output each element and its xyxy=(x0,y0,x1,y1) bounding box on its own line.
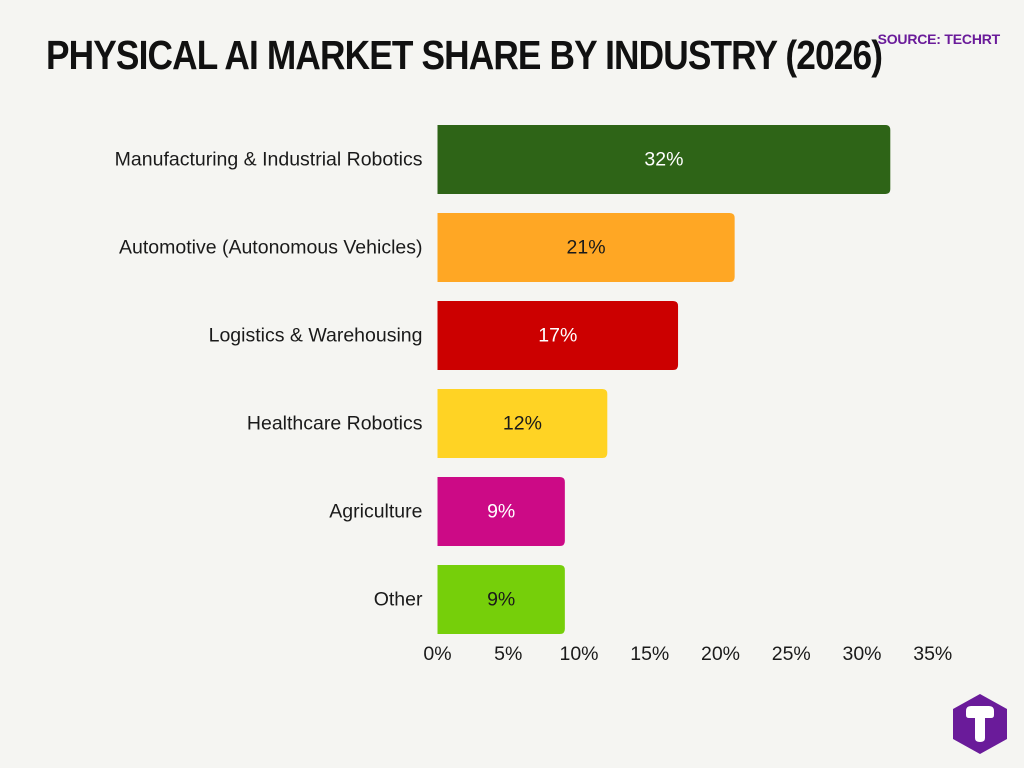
x-tick-label: 15% xyxy=(630,643,669,665)
x-tick-label: 0% xyxy=(423,643,451,665)
x-tick-label: 10% xyxy=(559,643,598,665)
bar xyxy=(437,477,565,546)
bar-value-label: 21% xyxy=(567,237,606,259)
source-label: SOURCE: TECHRT xyxy=(877,31,1001,47)
bar xyxy=(437,389,608,458)
x-tick-label: 25% xyxy=(772,643,811,665)
bar-value-label: 9% xyxy=(487,501,515,523)
category-label: Other xyxy=(374,589,423,611)
category-label: Automotive (Autonomous Vehicles) xyxy=(119,237,423,259)
bar xyxy=(437,565,565,634)
techrt-t-logo-icon xyxy=(953,694,1007,754)
bar-value-label: 32% xyxy=(644,149,683,171)
x-tick-label: 30% xyxy=(842,643,881,665)
bar-value-label: 17% xyxy=(538,325,577,347)
bar-value-label: 9% xyxy=(487,589,515,611)
category-label: Healthcare Robotics xyxy=(247,413,423,435)
chart-title: PHYSICAL AI MARKET SHARE BY INDUSTRY (20… xyxy=(46,32,883,78)
category-label: Logistics & Warehousing xyxy=(209,325,423,347)
category-label: Agriculture xyxy=(329,501,422,523)
bar-value-label: 12% xyxy=(503,413,542,435)
bar xyxy=(437,301,679,370)
category-label: Manufacturing & Industrial Robotics xyxy=(115,149,423,171)
x-tick-label: 35% xyxy=(913,643,952,665)
x-tick-label: 20% xyxy=(701,643,740,665)
x-tick-label: 5% xyxy=(494,643,522,665)
bar xyxy=(437,213,735,282)
bar xyxy=(437,125,891,194)
